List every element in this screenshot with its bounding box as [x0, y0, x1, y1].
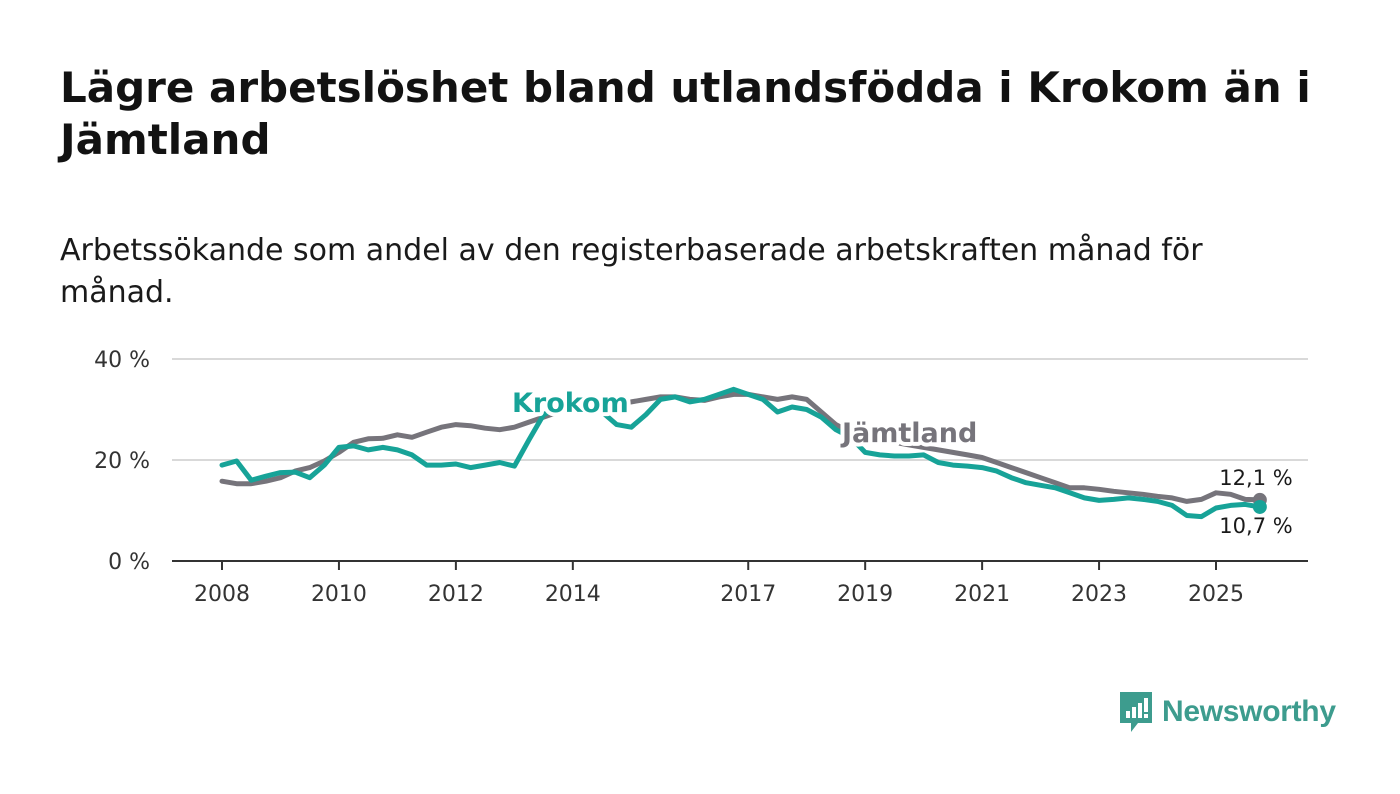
- x-tick-label: 2014: [545, 582, 601, 607]
- y-tick-label: 40 %: [94, 348, 150, 373]
- x-tick-label: 2012: [428, 582, 484, 607]
- grid-lines: [172, 358, 1308, 461]
- end-value-label-krokom: 10,7 %: [1219, 514, 1292, 538]
- newsworthy-brand: Newsworthy: [1118, 690, 1336, 734]
- series-label-krokom: Krokom: [512, 388, 629, 419]
- axes: 0 % 20 % 40 % 2008 2010 2012 2014 2017 2019 2021 2…: [94, 348, 1308, 607]
- x-tick-label: 2025: [1188, 582, 1244, 607]
- x-tick-label: 2019: [837, 582, 893, 607]
- end-value-label-jamtland: 12,1 %: [1219, 466, 1292, 490]
- x-tick-label: 2021: [954, 582, 1010, 607]
- x-tick-label: 2008: [194, 582, 250, 607]
- chart-subtitle: Arbetssökande som andel av den registerb…: [60, 233, 1203, 310]
- series-lines: [219, 386, 1267, 520]
- newsworthy-logo-icon: [1120, 692, 1152, 732]
- y-tick-label: 20 %: [94, 449, 150, 474]
- chart-title: Lägre arbetslöshet bland utlandsfödda i …: [60, 63, 1311, 164]
- end-point-krokom: [1252, 499, 1267, 514]
- brand-name: Newsworthy: [1162, 695, 1336, 728]
- x-tick-label: 2023: [1071, 582, 1127, 607]
- series-label-jamtland: Jämtland: [840, 418, 977, 449]
- x-tick-label: 2010: [311, 582, 367, 607]
- x-tick-label: 2017: [720, 582, 776, 607]
- series-line-krokom: [219, 386, 1263, 520]
- series-labels: Krokom 10,7 % Jämtland 12,1 %: [508, 384, 1293, 538]
- y-tick-label: 0 %: [108, 550, 150, 575]
